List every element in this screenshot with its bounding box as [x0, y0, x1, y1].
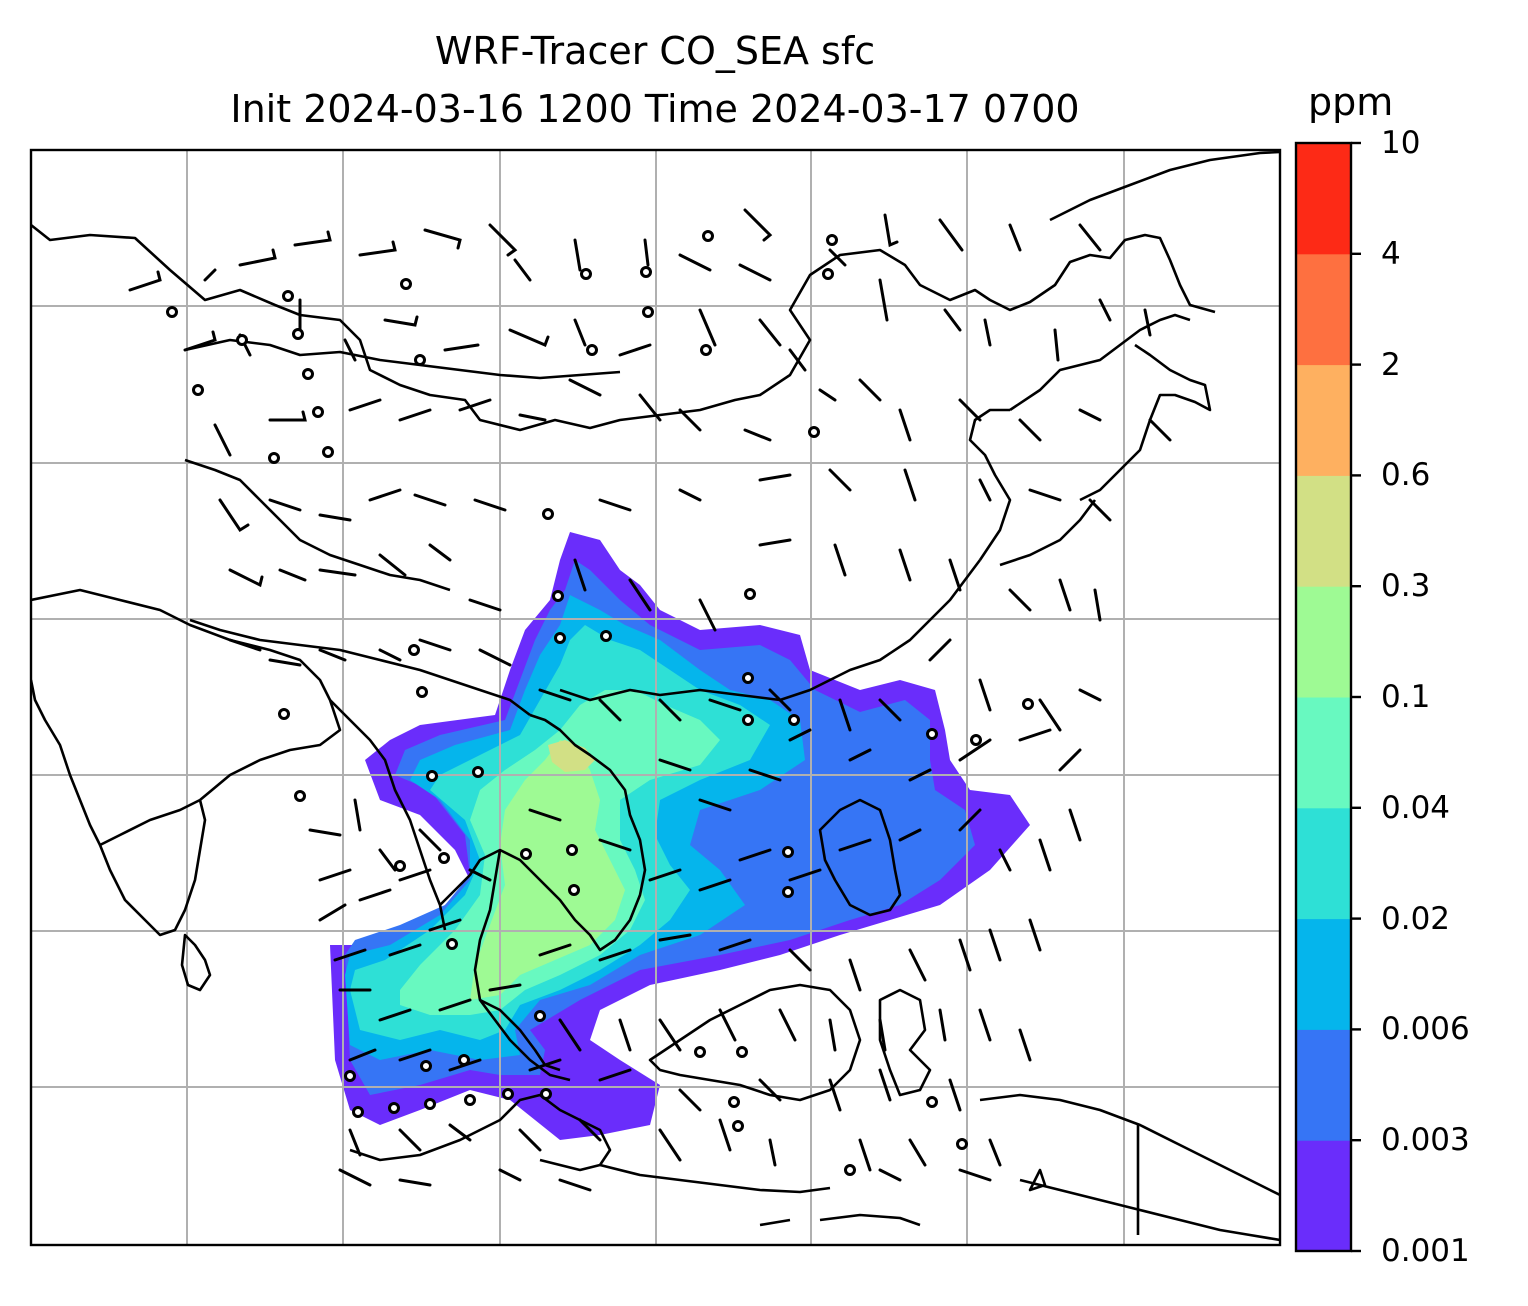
coastline-new-guinea: [979, 1093, 1280, 1197]
colorbar-tick-label: 0.3: [1381, 568, 1431, 605]
coastline-philippines: [818, 798, 902, 917]
coastline-asia-north: [31, 223, 1216, 432]
colorbar: [1294, 141, 1361, 1253]
coastline-borneo: [648, 983, 862, 1102]
coastline-china-south: [559, 559, 982, 702]
chart-title-line1: WRF-Tracer CO_SEA sfc: [434, 29, 876, 73]
calm-wind-markers: [166, 230, 1034, 1176]
colorbar-tick-label: 0.04: [1381, 789, 1451, 826]
colorbar-tick-label: 0.003: [1381, 1122, 1470, 1159]
coastlines: [31, 150, 1280, 1242]
coastline-china-east: [968, 408, 1012, 561]
colorbar-unit-label: ppm: [1308, 80, 1394, 124]
chart-title-line2: Init 2024-03-16 1200 Time 2024-03-17 070…: [230, 87, 1080, 131]
colorbar-tick-label: 4: [1381, 235, 1401, 272]
colorbar-segment: [1296, 1140, 1351, 1252]
coastline-india-south: [98, 799, 207, 937]
colorbar-tick-label: 10: [1381, 125, 1421, 161]
coastline-java: [599, 1163, 831, 1194]
colorbar-segment: [1296, 475, 1351, 587]
colorbar-segment: [1296, 918, 1351, 1030]
colorbar-segment: [1296, 586, 1351, 698]
colorbar-segment: [1296, 364, 1351, 476]
plume-level-6: [548, 740, 595, 772]
colorbar-segment: [1296, 1029, 1351, 1141]
colorbar-segment: [1296, 143, 1351, 255]
colorbar-segment: [1296, 697, 1351, 809]
colorbar-segment: [1296, 253, 1351, 366]
map-frame: [29, 148, 1282, 1247]
coastline-japan: [999, 343, 1212, 567]
colorbar-tick-label: 0.02: [1381, 900, 1451, 937]
colorbar-tick-label: 0.006: [1381, 1011, 1470, 1048]
plume-level-5: [470, 740, 625, 1000]
coastline-kamchatka: [1049, 150, 1280, 222]
border-himalaya: [189, 618, 531, 717]
colorbar-tick-label: 0.001: [1381, 1233, 1470, 1269]
colorbar-segment: [1296, 807, 1351, 920]
border-sea-islands: [759, 1168, 1047, 1227]
border-china-mongolia: [184, 338, 621, 380]
coastline-new-guinea-south: [1019, 1178, 1280, 1242]
colorbar-tick-label: 0.6: [1381, 457, 1431, 494]
colorbar-tick-label: 0.1: [1381, 679, 1431, 715]
coastline-korea: [1009, 313, 1191, 412]
coastline-sulawesi: [878, 988, 932, 1097]
border-china-west: [184, 458, 451, 592]
colorbar-tick-label: 2: [1381, 346, 1401, 383]
coastline-malaysia: [479, 998, 561, 1072]
coastline-srilanka: [180, 933, 212, 992]
coastline-myanmar: [329, 699, 447, 931]
coastline-indochina: [439, 713, 647, 952]
coastline-sumatra: [349, 1093, 612, 1172]
coastline-india: [31, 588, 342, 847]
